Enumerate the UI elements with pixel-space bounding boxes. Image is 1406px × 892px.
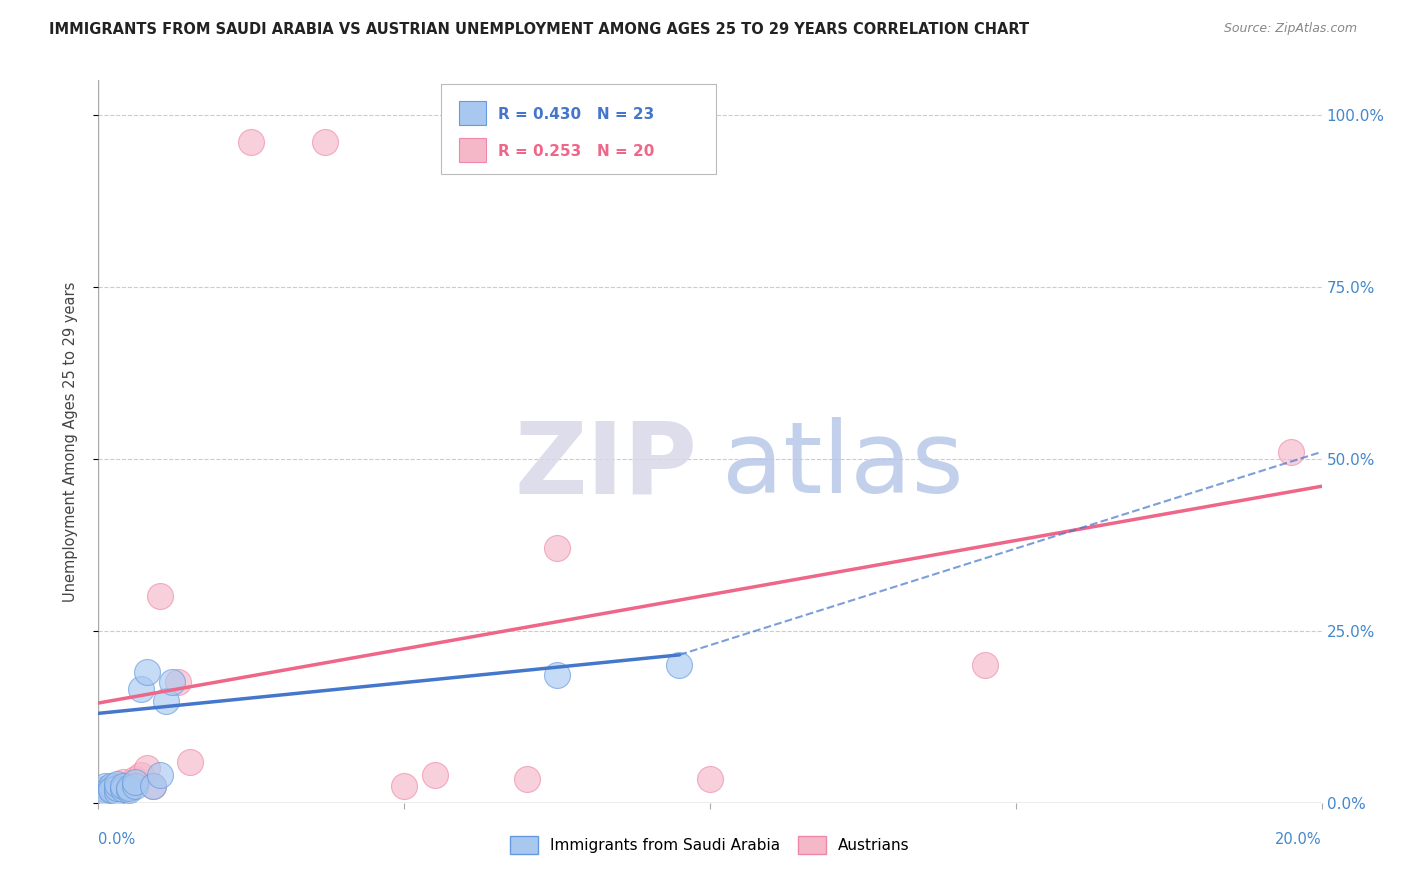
Point [136, 665, 159, 679]
Point [105, 780, 128, 795]
Point [93, 779, 115, 793]
Point [149, 768, 172, 782]
Point [392, 779, 416, 793]
Point [100, 780, 122, 795]
Text: IMMIGRANTS FROM SAUDI ARABIA VS AUSTRIAN UNEMPLOYMENT AMONG AGES 25 TO 29 YEARS : IMMIGRANTS FROM SAUDI ARABIA VS AUSTRIAN… [49, 22, 1029, 37]
Point [314, 135, 336, 149]
Point [124, 775, 146, 789]
Point [118, 779, 141, 793]
Y-axis label: Unemployment Among Ages 25 to 29 years: Unemployment Among Ages 25 to 29 years [63, 281, 77, 602]
Point [105, 776, 128, 790]
Point [111, 775, 134, 789]
Point [516, 772, 538, 786]
Point [1279, 445, 1302, 459]
Point [423, 768, 446, 782]
Point [179, 755, 201, 769]
Point [142, 779, 165, 793]
Point [129, 768, 152, 782]
Point [93, 782, 115, 797]
Point [100, 783, 122, 797]
Point [167, 675, 190, 690]
Point [93, 785, 115, 799]
Point [111, 779, 134, 793]
Bar [460, 138, 486, 162]
Text: ZIP: ZIP [515, 417, 697, 514]
Point [155, 694, 177, 708]
Text: 0.0%: 0.0% [98, 831, 135, 847]
Point [546, 541, 568, 556]
Point [974, 658, 997, 673]
Point [129, 682, 152, 697]
Point [149, 590, 172, 604]
Point [546, 668, 568, 682]
Point [118, 783, 141, 797]
Point [100, 782, 122, 797]
Point [118, 780, 141, 795]
Point [124, 772, 146, 786]
Text: atlas: atlas [723, 417, 965, 514]
Text: R = 0.430   N = 23: R = 0.430 N = 23 [498, 106, 655, 121]
Point [111, 782, 134, 797]
Point [93, 782, 115, 797]
Point [124, 779, 146, 793]
Point [105, 779, 128, 793]
Point [136, 761, 159, 775]
Point [142, 779, 165, 793]
Legend: Immigrants from Saudi Arabia, Austrians: Immigrants from Saudi Arabia, Austrians [505, 830, 915, 860]
Text: 20.0%: 20.0% [1275, 831, 1322, 847]
Point [105, 785, 128, 799]
Point [668, 658, 690, 673]
FancyBboxPatch shape [441, 84, 716, 174]
Point [240, 135, 263, 149]
Text: R = 0.253   N = 20: R = 0.253 N = 20 [498, 144, 655, 159]
Bar [460, 101, 486, 125]
Point [111, 782, 134, 797]
Point [160, 675, 183, 690]
Text: Source: ZipAtlas.com: Source: ZipAtlas.com [1223, 22, 1357, 36]
Point [100, 779, 122, 793]
Point [699, 772, 721, 786]
